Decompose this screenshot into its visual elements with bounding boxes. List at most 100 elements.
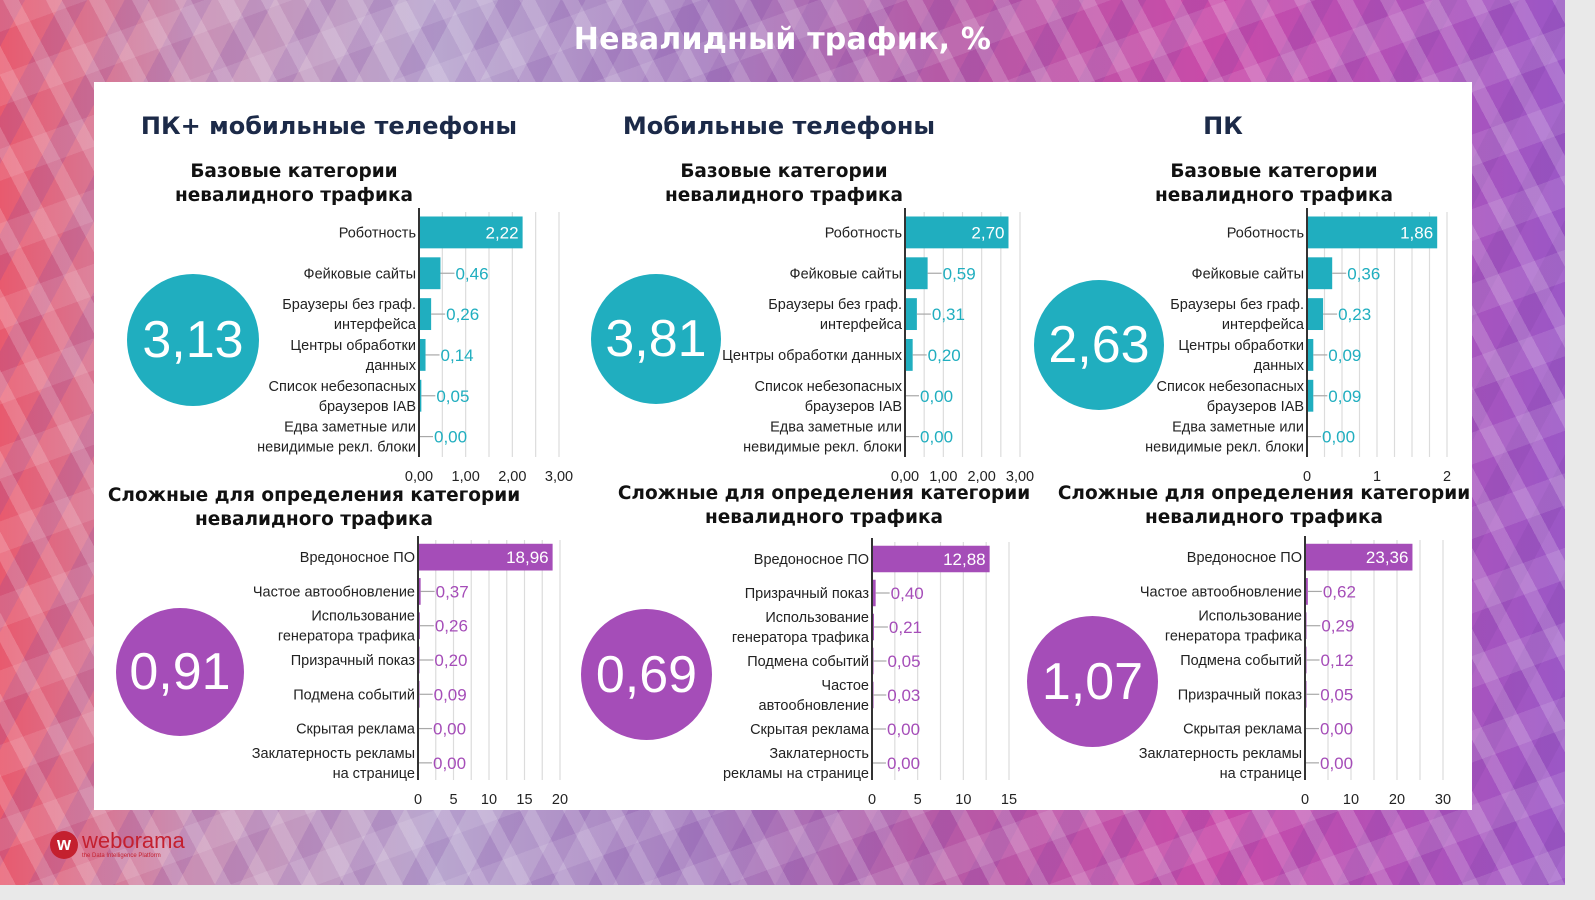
value-label: 0,00 bbox=[433, 720, 466, 739]
x-tick-label: 1 bbox=[1373, 469, 1381, 485]
bar bbox=[418, 543, 553, 571]
category-label: Браузеры без граф. интерфейса bbox=[282, 297, 417, 333]
x-tick-label: 30 bbox=[1435, 792, 1451, 808]
category-label: Скрытая реклама bbox=[296, 722, 416, 738]
category-label: Скрытая реклама bbox=[1183, 722, 1303, 738]
value-label: 0,59 bbox=[943, 264, 976, 283]
bar bbox=[905, 257, 928, 290]
total-circle-base: 2,63 bbox=[1034, 280, 1164, 410]
category-label: Список небезопасных браузеров IAB bbox=[269, 379, 417, 415]
x-tick-label: 0,00 bbox=[405, 469, 433, 485]
value-label: 0,09 bbox=[1328, 387, 1361, 406]
value-label: 0,12 bbox=[1321, 651, 1354, 670]
value-label: 0,00 bbox=[920, 428, 953, 447]
bar bbox=[418, 578, 421, 605]
category-label: Призрачный показ bbox=[291, 653, 416, 669]
category-label: Фейковые сайты bbox=[304, 266, 416, 282]
category-label: Едва заметные или невидимые рекл. блоки bbox=[257, 420, 416, 456]
logo-tagline: the Data Intelligence Platform bbox=[82, 853, 161, 859]
x-tick-label: 3,00 bbox=[545, 469, 573, 485]
section-title-text: невалидного трафика bbox=[1154, 185, 1394, 206]
section-title-text: Базовые категории bbox=[190, 161, 398, 182]
value-label: 0,05 bbox=[436, 387, 469, 406]
x-tick-label: 10 bbox=[1343, 792, 1359, 808]
value-label: 12,88 bbox=[943, 550, 986, 569]
value-label: 0,09 bbox=[434, 685, 467, 704]
category-label: Использование генератора трафика bbox=[1165, 609, 1303, 645]
weborama-logo: w weborama the Data Intelligence Platfor… bbox=[50, 830, 185, 859]
x-tick-label: 10 bbox=[481, 792, 497, 808]
base-section-title: Базовые категории невалидного трафика bbox=[134, 160, 454, 208]
weborama-w-icon: w bbox=[50, 830, 78, 859]
category-label: Список небезопасных браузеров IAB bbox=[1157, 379, 1305, 415]
total-circle-complex: 0,91 bbox=[116, 608, 244, 736]
category-label: Браузеры без граф. интерфейса bbox=[1170, 297, 1305, 333]
bar-chart-base-pc: Роботность 1,86 Фейковые сайты 0,36 Браузеры… bbox=[1145, 208, 1451, 485]
bar bbox=[419, 298, 432, 331]
bar bbox=[1307, 257, 1333, 290]
bar bbox=[905, 216, 1009, 249]
x-tick-label: 5 bbox=[914, 792, 922, 808]
total-circle-base: 3,13 bbox=[127, 274, 259, 406]
x-tick-label: 0,00 bbox=[891, 469, 919, 485]
category-label: Вредоносное ПО bbox=[1187, 550, 1302, 566]
x-tick-label: 1,00 bbox=[452, 469, 480, 485]
bar bbox=[419, 379, 422, 412]
section-title-text: Базовые категории bbox=[1170, 161, 1378, 182]
value-label: 0,00 bbox=[887, 720, 920, 739]
column-title: ПК+ мобильные телефоны bbox=[140, 112, 518, 140]
section-title-line: Базовые категории невалидного трафика bbox=[624, 160, 944, 208]
category-label: Центры обработки данных bbox=[290, 338, 416, 374]
section-title-text: невалидного трафика bbox=[174, 185, 414, 206]
category-label: Призрачный показ bbox=[1178, 687, 1303, 703]
value-label: 18,96 bbox=[506, 548, 549, 567]
x-tick-label: 20 bbox=[552, 792, 568, 808]
section-title-line: Базовые категории невалидного трафика bbox=[1114, 160, 1434, 208]
category-label: Едва заметные или невидимые рекл. блоки bbox=[743, 420, 902, 456]
value-label: 0,20 bbox=[434, 651, 467, 670]
bar bbox=[1307, 298, 1324, 331]
value-label: 0,14 bbox=[441, 346, 474, 365]
x-tick-label: 20 bbox=[1389, 792, 1405, 808]
complex-section-title: Сложные для определения категории невалид… bbox=[1054, 482, 1474, 530]
category-label: Едва заметные или невидимые рекл. блоки bbox=[1145, 420, 1304, 456]
value-label: 0,00 bbox=[434, 428, 467, 447]
bar-chart-base-mobile: Роботность 2,70 Фейковые сайты 0,59 Браузеры… bbox=[722, 208, 1034, 485]
section-title-line: Базовые категории невалидного трафика bbox=[134, 160, 454, 208]
x-tick-label: 0 bbox=[414, 792, 422, 808]
category-label: Скрытая реклама bbox=[750, 722, 870, 738]
category-label: Список небезопасных браузеров IAB bbox=[755, 379, 903, 415]
category-label: Использование генератора трафика bbox=[278, 609, 416, 645]
bar bbox=[1305, 578, 1308, 605]
category-label: Подмена событий bbox=[747, 654, 869, 670]
value-label: 0,26 bbox=[435, 617, 468, 636]
column-pc-mobile: ПК+ мобильные телефоны Базовые категории… bbox=[94, 82, 554, 810]
total-circle-complex: 1,07 bbox=[1027, 616, 1158, 747]
category-label: Частое автообновление bbox=[1140, 584, 1302, 600]
value-label: 2,70 bbox=[971, 223, 1004, 242]
category-label: Подмена событий bbox=[293, 687, 415, 703]
section-title-line: Сложные для определения категории невалид… bbox=[1054, 482, 1474, 530]
section-title-text: Сложные для определения категории bbox=[1057, 483, 1471, 504]
value-label: 0,31 bbox=[932, 305, 965, 324]
x-tick-label: 5 bbox=[449, 792, 457, 808]
x-tick-label: 15 bbox=[1001, 792, 1017, 808]
category-label: Браузеры без граф. интерфейса bbox=[768, 297, 903, 333]
category-label: Роботность bbox=[825, 225, 902, 241]
category-label: Заклатерность рекламы на странице bbox=[1139, 746, 1302, 782]
total-circle-base: 3,81 bbox=[591, 274, 721, 404]
base-section-title: Базовые категории невалидного трафика bbox=[1114, 160, 1434, 208]
category-label: Вредоносное ПО bbox=[754, 552, 869, 568]
x-tick-label: 0 bbox=[1303, 469, 1311, 485]
section-title-text: Сложные для определения категории bbox=[617, 483, 1031, 504]
value-label: 1,86 bbox=[1400, 223, 1433, 242]
section-title-text: невалидного трафика bbox=[704, 507, 944, 528]
logo-name: weborama bbox=[82, 828, 185, 853]
section-title-text: невалидного трафика bbox=[1144, 507, 1384, 528]
x-tick-label: 2 bbox=[1443, 469, 1451, 485]
bar bbox=[905, 338, 913, 371]
x-tick-label: 2,00 bbox=[968, 469, 996, 485]
value-label: 2,22 bbox=[486, 223, 519, 242]
section-title-line: Сложные для определения категории невалид… bbox=[614, 482, 1034, 530]
bar bbox=[419, 257, 441, 290]
